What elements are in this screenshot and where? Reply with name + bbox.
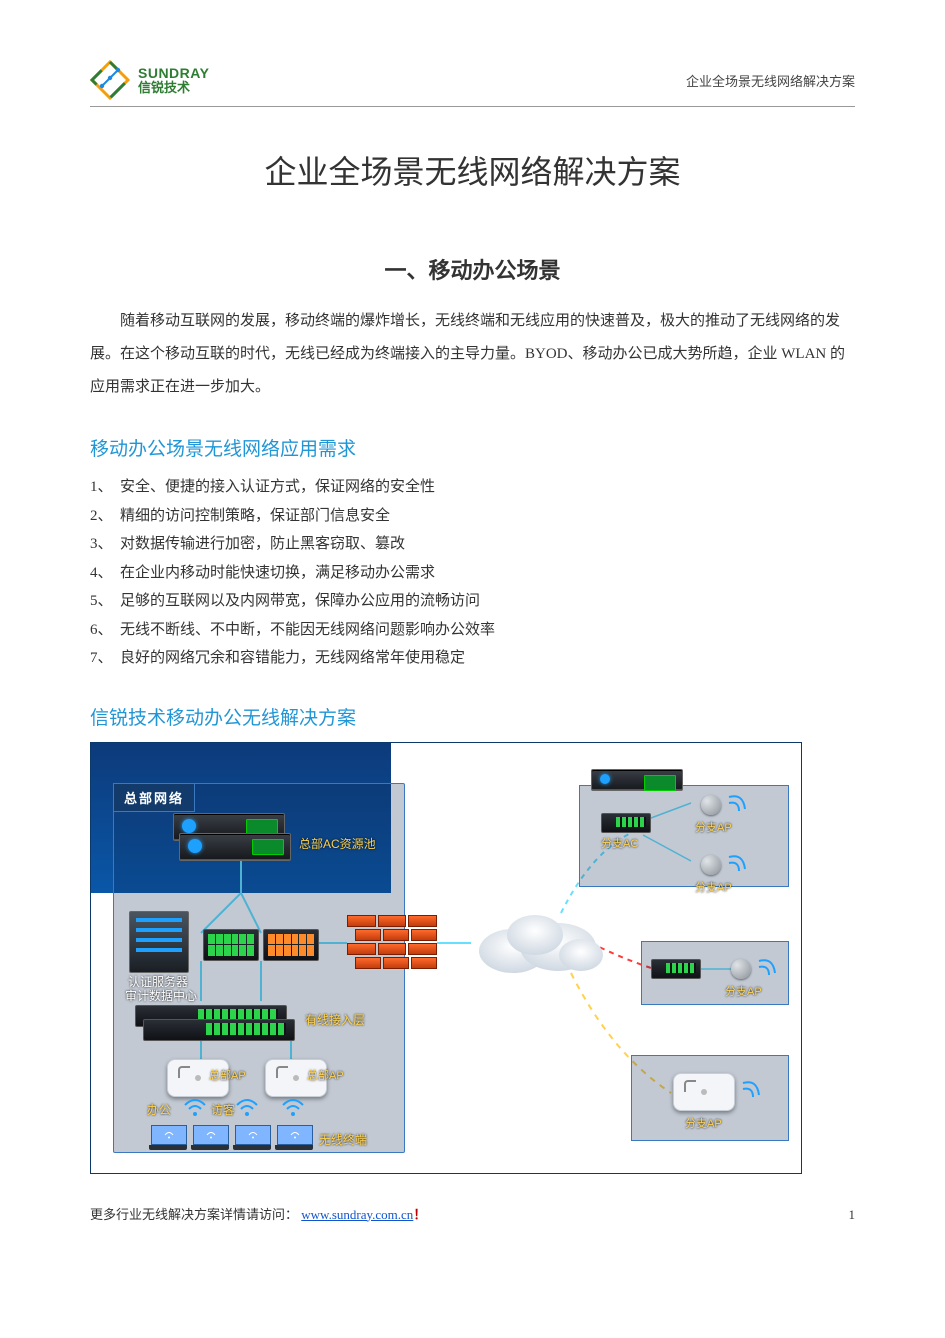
req-2: 精细的访问控制策略，保证部门信息安全: [120, 508, 390, 524]
laptop-icon: [277, 1125, 311, 1149]
footer-prefix: 更多行业无线解决方案详情请访问：: [90, 1207, 298, 1222]
req-6: 无线不断线、不中断，不能因无线网络问题影响办公效率: [120, 622, 495, 638]
page-number: 1: [849, 1207, 856, 1223]
label-guest: 访客: [211, 1101, 235, 1118]
page: SUNDRAY 信锐技术 企业全场景无线网络解决方案 企业全场景无线网络解决方案…: [0, 0, 945, 1263]
switch-icon: [263, 929, 319, 961]
list-item: 4、在企业内移动时能快速切换，满足移动办公需求: [90, 559, 855, 588]
intro-paragraph: 随着移动互联网的发展，移动终端的爆炸增长，无线终端和无线应用的快速普及，极大的推…: [90, 305, 855, 404]
laptop-icon: [235, 1125, 269, 1149]
label-office: 办公: [147, 1101, 171, 1118]
page-footer: 更多行业无线解决方案详情请访问： www.sundray.com.cn！ 1: [90, 1204, 855, 1223]
label-auth-server: 认证服务器 审计数据中心: [125, 975, 191, 1004]
label-wireless-terminals: 无线终端: [319, 1131, 367, 1148]
ap-dot-icon: [731, 959, 751, 979]
logo-text: SUNDRAY 信锐技术: [138, 66, 209, 94]
logo-cn: 信锐技术: [138, 81, 209, 95]
label-branch-ap-3: 分支AP: [725, 983, 762, 999]
branch-ac-device-icon: [591, 769, 683, 791]
wifi-icon: [725, 791, 749, 815]
branch-med-title: 中小型分支机构: [684, 918, 789, 938]
list-item: 6、无线不断线、不中断，不能因无线网络问题影响办公效率: [90, 616, 855, 645]
wifi-icon: [281, 1095, 305, 1119]
document-title: 企业全场景无线网络解决方案: [90, 147, 855, 193]
logo-icon: [90, 60, 130, 100]
firewall-icon: [347, 915, 437, 971]
branch-large-title: 大型分支机构: [699, 762, 789, 782]
branch-small-title: 小微型分支机构: [684, 1032, 789, 1052]
list-item: 7、良好的网络冗余和容错能力，无线网络常年使用稳定: [90, 644, 855, 673]
logo-en: SUNDRAY: [138, 66, 209, 81]
ap-dot-icon: [701, 855, 721, 875]
ac-device-icon: [179, 833, 291, 861]
wifi-icon: [235, 1095, 259, 1119]
hq-box-title: 总部网络: [113, 783, 195, 812]
req-5: 足够的互联网以及内网带宽，保障办公应用的流畅访问: [120, 593, 480, 609]
label-wired-layer: 有线接入层: [305, 1011, 365, 1028]
label-hq-ac-pool: 总部AC资源池: [299, 835, 376, 852]
label-auth-l1: 认证服务器: [125, 975, 191, 989]
footer-link[interactable]: www.sundray.com.cn: [301, 1207, 413, 1222]
ap-dot-icon: [701, 795, 721, 815]
network-diagram: 总部网络 总部AC资源池 认证服务器 审计数据中心 有线接入层 总部AP 总: [90, 742, 802, 1174]
label-branch-ap-2: 分支AP: [695, 879, 732, 895]
footer-excl: ！: [413, 1207, 426, 1222]
laptop-icon: [193, 1125, 227, 1149]
footer-left: 更多行业无线解决方案详情请访问： www.sundray.com.cn！: [90, 1204, 426, 1223]
label-hq-ap-1: 总部AP: [209, 1067, 246, 1083]
req-1: 安全、便捷的接入认证方式，保证网络的安全性: [120, 479, 435, 495]
wifi-icon: [755, 955, 779, 979]
wifi-icon: [739, 1077, 763, 1101]
header-right-text: 企业全场景无线网络解决方案: [686, 71, 855, 90]
laptop-icon: [151, 1125, 185, 1149]
access-switch-icon: [143, 1019, 295, 1041]
list-item: 2、精细的访问控制策略，保证部门信息安全: [90, 502, 855, 531]
req-7: 良好的网络冗余和容错能力，无线网络常年使用稳定: [120, 650, 465, 666]
branch-switch-icon: [651, 959, 701, 979]
section-1-heading: 一、移动办公场景: [90, 253, 855, 285]
list-item: 1、安全、便捷的接入认证方式，保证网络的安全性: [90, 473, 855, 502]
list-item: 5、足够的互联网以及内网带宽，保障办公应用的流畅访问: [90, 587, 855, 616]
subheading-requirements: 移动办公场景无线网络应用需求: [90, 434, 855, 461]
ap-icon: [673, 1073, 735, 1111]
logo: SUNDRAY 信锐技术: [90, 60, 209, 100]
branch-switch-icon: [601, 813, 651, 833]
requirements-list: 1、安全、便捷的接入认证方式，保证网络的安全性 2、精细的访问控制策略，保证部门…: [90, 473, 855, 673]
subheading-solution: 信锐技术移动办公无线解决方案: [90, 703, 855, 730]
switch-icon: [203, 929, 259, 961]
wifi-icon: [183, 1095, 207, 1119]
list-item: 3、对数据传输进行加密，防止黑客窃取、篡改: [90, 530, 855, 559]
req-4: 在企业内移动时能快速切换，满足移动办公需求: [120, 565, 435, 581]
label-branch-ap-4: 分支AP: [685, 1115, 722, 1131]
wifi-icon: [725, 851, 749, 875]
label-hq-ap-2: 总部AP: [307, 1067, 344, 1083]
server-icon: [129, 911, 189, 973]
label-auth-l2: 审计数据中心: [125, 989, 191, 1003]
req-3: 对数据传输进行加密，防止黑客窃取、篡改: [120, 536, 405, 552]
cloud-icon: [463, 901, 613, 981]
page-header: SUNDRAY 信锐技术 企业全场景无线网络解决方案: [90, 60, 855, 107]
label-branch-ap-1: 分支AP: [695, 819, 732, 835]
label-branch-ac: 分支AC: [601, 835, 638, 851]
